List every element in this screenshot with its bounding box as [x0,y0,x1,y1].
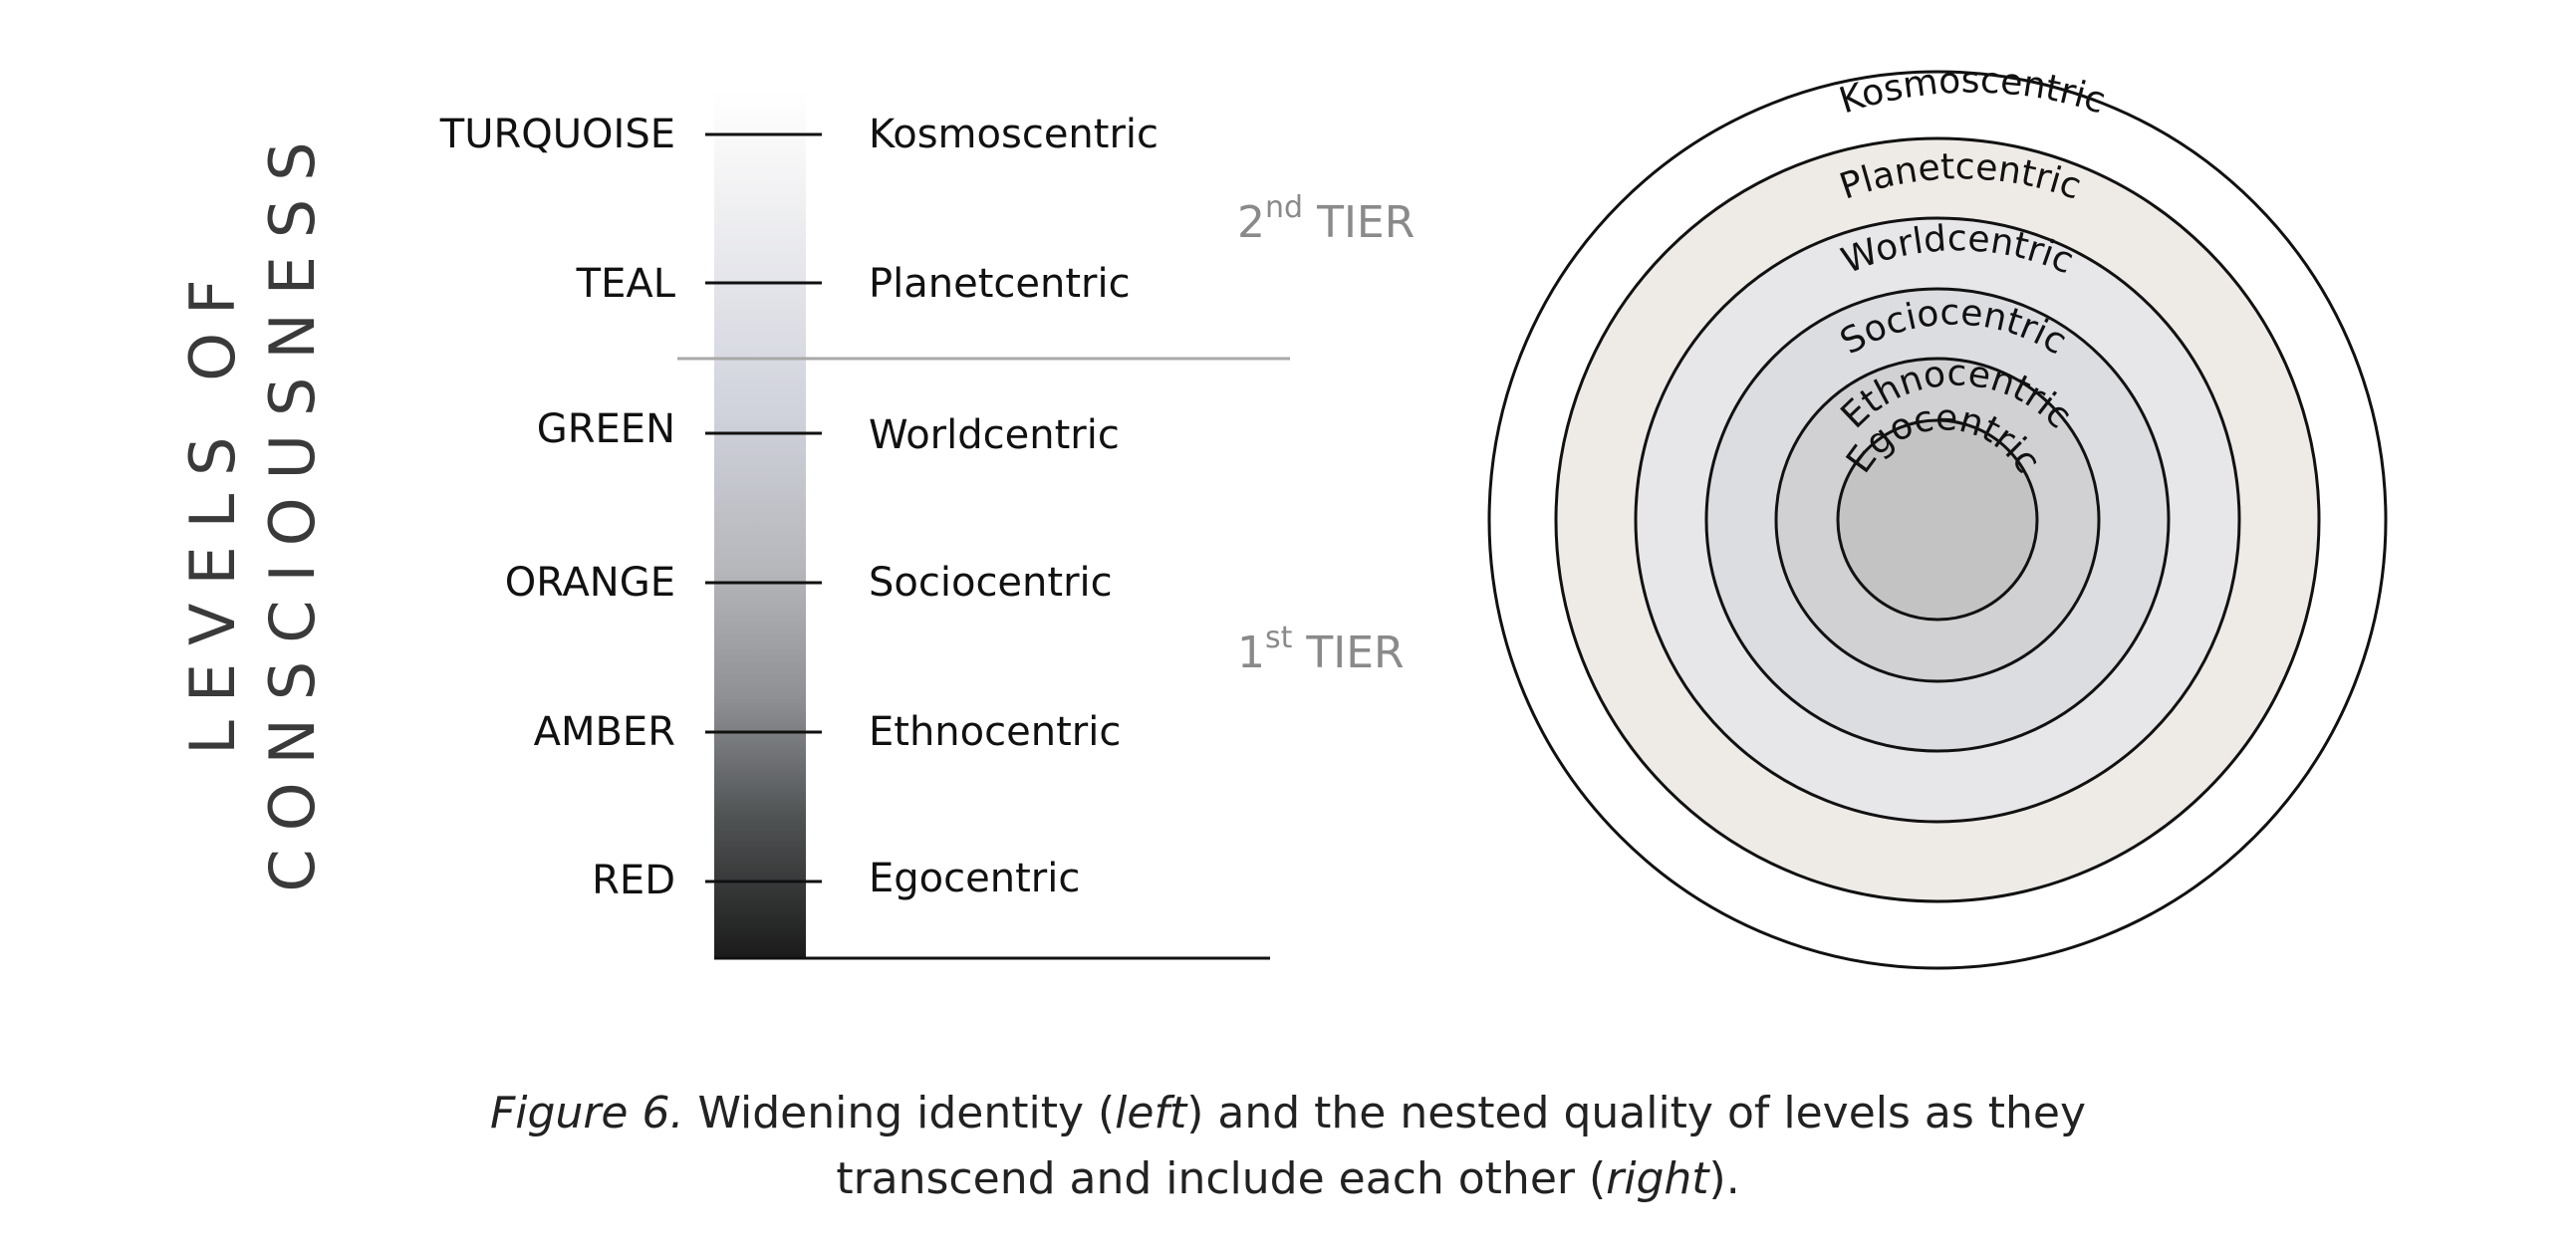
level-row-teal: TEAL Planetcentric [576,261,1131,307]
tier-1-suffix: st [1265,621,1293,655]
tier-2-label: 2nd TIER [1237,190,1415,248]
level-row-green: GREEN Worldcentric [537,406,1120,458]
level-color-label: RED [592,858,675,903]
vertical-title-line-1: LEVELS OF [176,261,249,754]
tier-1-word: TIER [1305,628,1404,678]
tier-2-number: 2 [1237,197,1265,248]
level-row-turquoise: TURQUOISE Kosmoscentric [439,112,1159,157]
caption-text: ) and the nested quality of levels as th… [1186,1088,2087,1138]
caption-text: Widening identity ( [683,1088,1116,1138]
caption-figure-label: Figure 6. [489,1088,684,1138]
nested-circles [1487,70,2388,970]
tier-1-label: 1st TIER [1237,621,1405,678]
level-color-label: GREEN [537,406,675,452]
tier-2-word: TIER [1316,197,1415,248]
level-row-orange: ORANGE Sociocentric [505,560,1113,606]
tier-1-number: 1 [1237,628,1265,678]
level-color-label: TEAL [576,261,676,307]
tier-2-suffix: nd [1265,190,1303,225]
level-view-label: Sociocentric [869,560,1113,606]
level-view-label: Kosmoscentric [869,112,1159,157]
caption-text: ). [1708,1153,1740,1204]
caption-text: transcend and include each other ( [836,1153,1607,1204]
caption-line-1: Figure 6. Widening identity (left) and t… [0,1081,2576,1146]
level-view-label: Worldcentric [869,412,1120,458]
caption-right-word: right [1606,1153,1709,1204]
vertical-title-2: CONSCIOUSNESS [256,124,329,891]
vertical-title: LEVELS OF [176,261,249,754]
level-row-red: RED Egocentric [592,856,1080,903]
caption-left-word: left [1115,1088,1187,1138]
caption-line-2: transcend and include each other (right)… [0,1146,2576,1212]
vertical-title-line-2: CONSCIOUSNESS [256,124,329,891]
consciousness-gradient-bar [714,92,806,958]
level-color-label: ORANGE [505,560,675,606]
level-color-label: TURQUOISE [439,112,675,157]
ring-egocentric [1836,418,2039,622]
level-view-label: Planetcentric [869,261,1131,307]
level-row-amber: AMBER Ethnocentric [534,709,1122,755]
level-view-label: Egocentric [869,856,1080,901]
level-color-label: AMBER [534,709,675,755]
figure-caption: Figure 6. Widening identity (left) and t… [0,1081,2576,1212]
level-view-label: Ethnocentric [869,709,1121,755]
